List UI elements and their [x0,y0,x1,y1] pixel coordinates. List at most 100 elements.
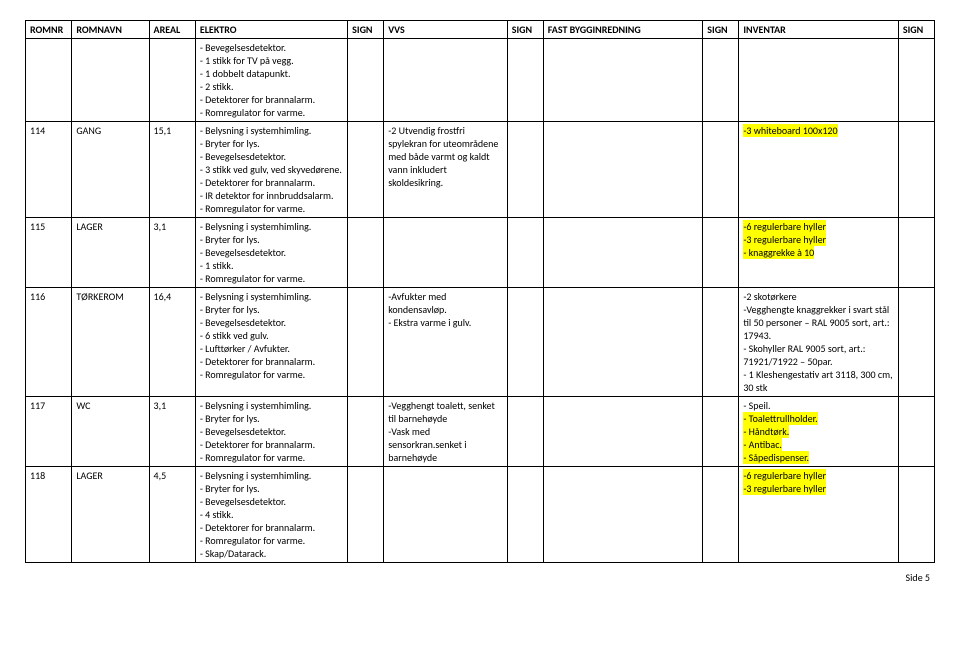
cell-line: - Belysning i systemhimling. [200,220,343,233]
table-cell: - Bevegelsesdetektor.- 1 stikk for TV på… [195,39,347,122]
cell-text: -2 Utvendig frostfri spylekran for uteom… [388,124,500,189]
cell-line: - 6 stikk ved gulv. [200,329,343,342]
table-cell [703,218,739,288]
table-cell: -6 regulerbare hyller-3 regulerbare hyll… [739,467,899,563]
table-cell: 3,1 [149,218,195,288]
cell-text: - Håndtørk. [743,425,789,438]
table-cell: GANG [72,122,149,218]
cell-line: -3 regulerbare hyller [743,482,894,495]
cell-line: - Håndtørk. [743,425,894,438]
cell-line: -Vask med sensorkran.senket i barnehøyde [388,425,503,464]
table-cell [348,122,384,218]
cell-line: - Belysning i systemhimling. [200,399,343,412]
table-cell: -Avfukter med kondensavløp.- Ekstra varm… [384,288,508,397]
cell-text: -6 regulerbare hyller [743,469,826,482]
cell-line: - Detektorer for brannalarm. [200,176,343,189]
table-cell [739,39,899,122]
cell-text: - 1 Kleshengestativ art 3118, 300 cm, 30… [743,368,895,394]
cell-text: - Ekstra varme i gulv. [388,316,471,329]
cell-line: -Avfukter med kondensavløp. [388,290,503,316]
cell-text: - Bryter for lys. [200,412,260,425]
table-cell: TØRKEROM [72,288,149,397]
table-cell [149,39,195,122]
cell-text: -6 regulerbare hyller [743,220,826,233]
table-cell [348,39,384,122]
table-cell [507,122,543,218]
table-cell [348,288,384,397]
table-cell: - Speil.- Toalettrullholder.- Håndtørk. -… [739,397,899,467]
cell-text: -3 regulerbare hyller [743,233,826,246]
table-row: 114GANG15,1- Belysning i systemhimling.-… [26,122,935,218]
header-sign4: SIGN [898,21,934,39]
header-areal: AREAL [149,21,195,39]
cell-line: - Romregulator for varme. [200,272,343,285]
cell-line: - Detektorer for brannalarm. [200,438,343,451]
cell-line: - Ekstra varme i gulv. [388,316,503,329]
table-cell [507,218,543,288]
table-cell: - Belysning i systemhimling.- Bryter for… [195,288,347,397]
header-sign3: SIGN [703,21,739,39]
cell-line: - 2 stikk. [200,80,343,93]
table-cell [72,39,149,122]
table-cell [543,218,703,288]
cell-text: - Romregulator for varme. [200,106,305,119]
cell-text: - 1 dobbelt datapunkt. [200,67,291,80]
cell-line: - Bevegelsesdetektor. [200,41,343,54]
table-cell [898,288,934,397]
header-romnr: ROMNR [26,21,72,39]
cell-line: - Belysning i systemhimling. [200,290,343,303]
cell-text: - Bevegelsesdetektor. [200,316,286,329]
cell-line: - Belysning i systemhimling. [200,124,343,137]
header-vvs: VVS [384,21,508,39]
cell-line: - Detektorer for brannalarm. [200,93,343,106]
cell-text: - Toalettrullholder. [743,412,817,425]
cell-text: - 1 stikk for TV på vegg. [200,54,294,67]
cell-line: - Lufttørker / Avfukter. [200,342,343,355]
cell-text: - Lufttørker / Avfukter. [200,342,290,355]
table-cell [703,122,739,218]
table-cell: 116 [26,288,72,397]
table-cell [898,218,934,288]
cell-text: - 6 stikk ved gulv. [200,329,269,342]
cell-text: -Vegghengt toalett, senket til barnehøyd… [388,399,497,425]
cell-text: - Belysning i systemhimling. [200,124,311,137]
cell-line: - Romregulator for varme. [200,202,343,215]
cell-text: - Romregulator for varme. [200,368,305,381]
cell-line: - Bryter for lys. [200,482,343,495]
table-cell: 16,4 [149,288,195,397]
cell-text: - Belysning i systemhimling. [200,220,311,233]
table-cell [703,397,739,467]
table-cell [507,39,543,122]
table-cell [543,397,703,467]
cell-text: - 2 stikk. [200,80,234,93]
cell-line: - 1 stikk for TV på vegg. [200,54,343,67]
cell-text: -Avfukter med kondensavløp. [388,290,448,316]
cell-line: -Vegghengt toalett, senket til barnehøyd… [388,399,503,425]
cell-line: - Romregulator for varme. [200,451,343,464]
cell-line: - Bryter for lys. [200,233,343,246]
cell-text: -Vegghengte knaggrekker i svart stål til… [743,303,892,342]
cell-line: - 3 stikk ved gulv, ved skyvedørene. [200,163,343,176]
table-cell: LAGER [72,467,149,563]
cell-text: - Bevegelsesdetektor. [200,495,286,508]
table-cell [26,39,72,122]
table-cell [543,122,703,218]
cell-text: - Bryter for lys. [200,303,260,316]
table-cell: WC [72,397,149,467]
table-row: 116TØRKEROM16,4- Belysning i systemhimli… [26,288,935,397]
cell-text: - Såpedispenser. [743,451,809,464]
cell-line: - Bevegelsesdetektor. [200,246,343,259]
table-cell [898,122,934,218]
table-cell: LAGER [72,218,149,288]
cell-line: - Bryter for lys. [200,137,343,150]
table-cell: 118 [26,467,72,563]
cell-text: - Skap/Datarack. [200,547,266,560]
cell-line: - Speil. [743,399,894,412]
table-body: - Bevegelsesdetektor.- 1 stikk for TV på… [26,39,935,563]
table-cell [348,218,384,288]
cell-line: - Bevegelsesdetektor. [200,495,343,508]
header-inventar: INVENTAR [739,21,899,39]
table-cell [898,397,934,467]
cell-line: - 4 stikk. [200,508,343,521]
table-cell [543,467,703,563]
